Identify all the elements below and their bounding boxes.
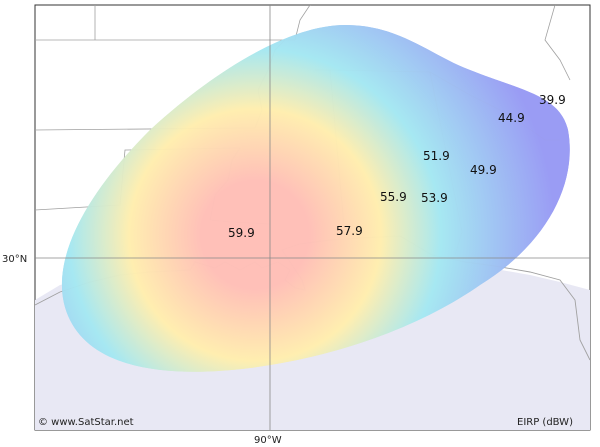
contour-label-55-9: 55.9 bbox=[380, 190, 407, 204]
latitude-label: 30°N bbox=[2, 254, 27, 265]
longitude-label: 90°W bbox=[254, 435, 282, 446]
contour-label-39-9: 39.9 bbox=[539, 93, 566, 107]
contour-label-53-9: 53.9 bbox=[421, 191, 448, 205]
credit-text: © www.SatStar.net bbox=[38, 417, 134, 428]
contour-label-49-9: 49.9 bbox=[470, 163, 497, 177]
contour-label-59-9: 59.9 bbox=[228, 226, 255, 240]
contour-label-51-9: 51.9 bbox=[423, 149, 450, 163]
legend-unit-text: EIRP (dBW) bbox=[517, 417, 573, 428]
contour-label-44-9: 44.9 bbox=[498, 111, 525, 125]
contour-label-57-9: 57.9 bbox=[336, 224, 363, 238]
